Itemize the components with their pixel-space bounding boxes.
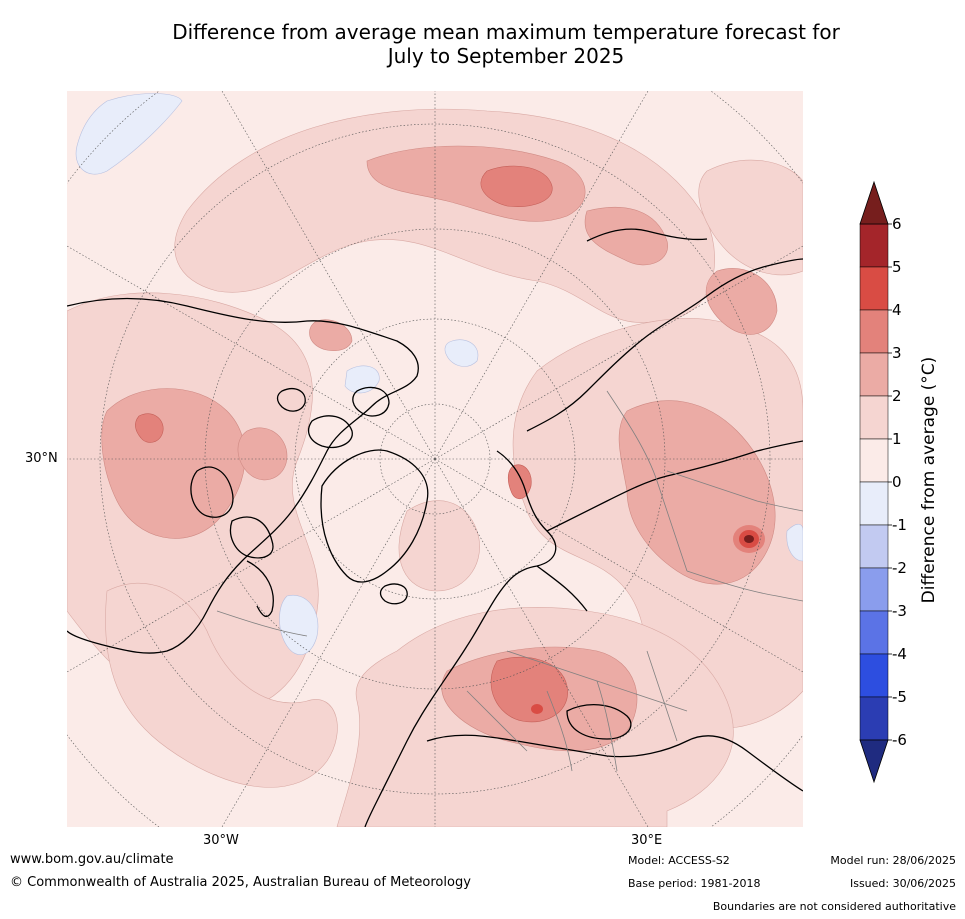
- anomaly-negative-regions: [75, 93, 803, 655]
- colorbar-tick-label: -2: [892, 559, 907, 577]
- colorbar-swatch: [859, 438, 889, 483]
- colorbar-swatch: [859, 653, 889, 698]
- colorbar-under-arrow: [859, 739, 889, 784]
- title-line-1: Difference from average mean maximum tem…: [172, 20, 840, 44]
- footer-copyright: © Commonwealth of Australia 2025, Austra…: [10, 875, 471, 890]
- longitude-label-30w: 30°W: [203, 833, 239, 848]
- footer-issued: Issued: 30/06/2025: [849, 877, 956, 890]
- colorbar-tick-label: 2: [892, 387, 902, 405]
- colorbar-tick-label: -1: [892, 516, 907, 534]
- colorbar-ticks: 6 5 4 3 2 1 0 -1 -2 -3 -4 -5 -6: [888, 215, 907, 749]
- footer-url[interactable]: www.bom.gov.au/climate: [10, 852, 174, 867]
- colorbar-swatch: [859, 352, 889, 397]
- colorbar-swatch: [859, 610, 889, 655]
- colorbar-swatch: [859, 223, 889, 268]
- colorbar-swatch: [859, 524, 889, 569]
- colorbar-swatch: [859, 395, 889, 440]
- colorbar-tick-label: 6: [892, 215, 902, 233]
- graticule: [67, 91, 803, 827]
- footer-model: Model: ACCESS-S2: [628, 854, 730, 867]
- colorbar-over-arrow: [859, 180, 889, 225]
- colorbar-tick-label: 4: [892, 301, 902, 319]
- colorbar-tick-label: 1: [892, 430, 902, 448]
- colorbar-tick-label: -6: [892, 731, 907, 749]
- colorbar-swatch: [859, 696, 889, 741]
- anomaly-3-4-regions: [135, 165, 568, 723]
- footer-disclaimer: Boundaries are not considered authoritat…: [712, 900, 956, 913]
- colorbar-swatches: [859, 223, 889, 741]
- colorbar-tick-label: 3: [892, 344, 902, 362]
- colorbar-swatch: [859, 567, 889, 612]
- colorbar-tick-label: 5: [892, 258, 902, 276]
- longitude-label-30e: 30°E: [631, 833, 663, 848]
- chart-title: Difference from average mean maximum tem…: [0, 20, 965, 68]
- coastlines: [67, 228, 803, 827]
- country-borders: [216, 390, 803, 772]
- colorbar-label: Difference from average (°C): [919, 356, 939, 604]
- forecast-map: [67, 91, 803, 827]
- colorbar-swatch: [859, 309, 889, 354]
- footer-base-period: Base period: 1981-2018: [628, 877, 761, 890]
- colorbar-tick-label: -4: [892, 645, 907, 663]
- colorbar-tick-label: -5: [892, 688, 907, 706]
- footer-model-run: Model run: 28/06/2025: [830, 854, 956, 867]
- anomaly-hotspot: [531, 525, 765, 714]
- latitude-label-30n: 30°N: [25, 451, 58, 466]
- colorbar-swatch: [859, 266, 889, 311]
- colorbar-tick-label: 0: [892, 473, 902, 491]
- colorbar: 6 5 4 3 2 1 0 -1 -2 -3 -4 -5 -6: [859, 180, 907, 784]
- colorbar-tick-label: -3: [892, 602, 907, 620]
- colorbar-swatch: [859, 481, 889, 526]
- title-line-2: July to September 2025: [387, 44, 625, 68]
